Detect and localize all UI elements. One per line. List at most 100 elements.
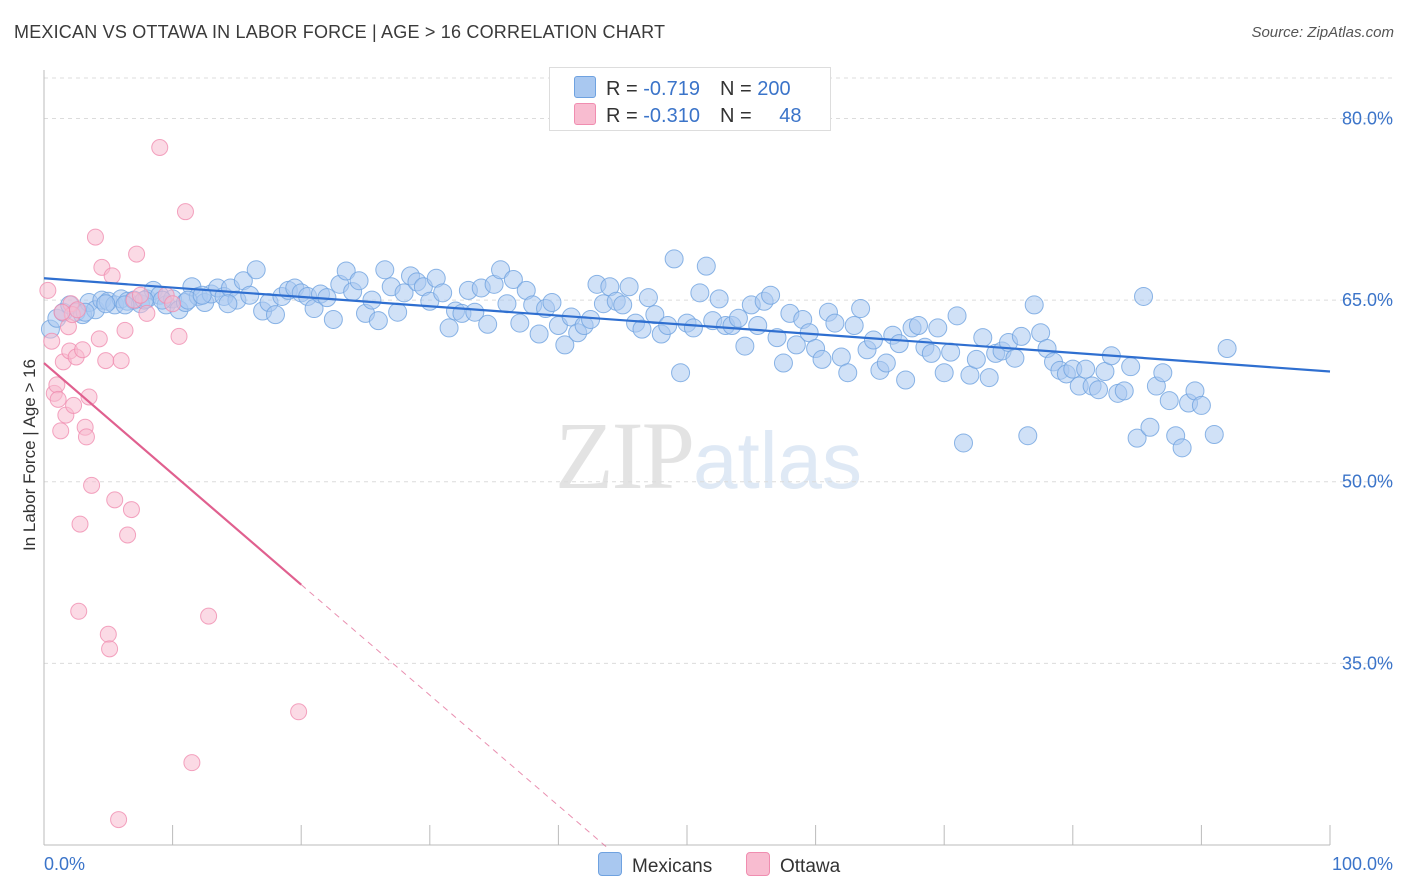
mexicans-point [1159, 391, 1179, 411]
mexicans-point [889, 334, 909, 354]
mexicans-point [375, 260, 395, 280]
mexicans-point [748, 316, 768, 336]
mexicans-point [1121, 357, 1141, 377]
mexicans-point [941, 342, 961, 362]
mexicans-point [240, 285, 260, 305]
ottawa-point [170, 327, 188, 345]
ottawa-point [74, 341, 92, 359]
ottawa-point [90, 330, 108, 348]
mexicans-point [908, 316, 928, 336]
mexicans-point [1140, 417, 1160, 437]
ottawa-point [86, 228, 104, 246]
mexicans-point [497, 294, 517, 314]
mexicans-point [1011, 326, 1031, 346]
ottawa-point [101, 640, 119, 658]
mexicans-point [632, 319, 652, 339]
chart-title: MEXICAN VS OTTAWA IN LABOR FORCE | AGE >… [14, 22, 666, 42]
bottom-legend-swatch-mexicans [598, 852, 622, 876]
ottawa-point [77, 428, 95, 446]
legend-swatch-mexicans [574, 76, 596, 98]
mexicans-point [368, 311, 388, 331]
ottawa-point [176, 203, 194, 221]
mexicans-point [973, 328, 993, 348]
bottom-legend-label: Mexicans [632, 856, 713, 877]
mexicans-point [825, 313, 845, 333]
mexicans-point [664, 249, 684, 269]
bottom-legend-ottawa[interactable]: Ottawa [746, 852, 840, 878]
mexicans-point [265, 305, 285, 325]
legend-n-value: 200 [757, 78, 791, 100]
mexicans-point [947, 306, 967, 326]
mexicans-point [555, 335, 575, 355]
y-tick-label: 35.0% [1342, 653, 1393, 673]
mexicans-point [735, 336, 755, 356]
watermark-atlas: atlas [693, 416, 862, 505]
mexicans-point [1134, 286, 1154, 306]
mexicans-point [671, 363, 691, 383]
ottawa-point [112, 352, 130, 370]
ottawa-point [43, 332, 61, 350]
legend-row-mexicans: R = -0.719 N = 200 [574, 76, 791, 101]
mexicans-point [362, 290, 382, 310]
ottawa-point [103, 267, 121, 285]
y-tick-label: 80.0% [1342, 108, 1393, 128]
mexicans-point [439, 318, 459, 338]
legend-r-label: R = [606, 105, 644, 127]
mexicans-point [638, 288, 658, 308]
legend-n-label: N = [719, 78, 758, 100]
legend-r-value: -0.719 [643, 78, 700, 100]
mexicans-point [394, 283, 414, 303]
legend-n-label: N = [719, 105, 758, 127]
mexicans-point [1127, 428, 1147, 448]
ottawa-point [122, 501, 140, 519]
mexicans-point [838, 363, 858, 383]
ottawa-point [83, 476, 101, 494]
bottom-legend-swatch-ottawa [746, 852, 770, 876]
mexicans-point [336, 261, 356, 281]
mexicans-point [529, 324, 549, 344]
ottawa-point [68, 301, 86, 319]
mexicans-point [478, 314, 498, 334]
mexicans-point [349, 271, 369, 291]
mexicans-point [1191, 395, 1211, 415]
mexicans-point [896, 370, 916, 390]
mexicans-point [812, 349, 832, 369]
watermark-zip: ZIP [555, 402, 695, 509]
mexicans-trend-line [43, 277, 1331, 373]
mexicans-point [709, 289, 729, 309]
mexicans-point [613, 295, 633, 315]
ottawa-point [106, 491, 124, 509]
ottawa-point [39, 281, 57, 299]
mexicans-point [323, 309, 343, 329]
ottawa-point [131, 286, 149, 304]
correlation-legend: R = -0.719 N = 200 R = -0.310 N = 48 [549, 67, 831, 131]
mexicans-point [683, 318, 703, 338]
ottawa-point [290, 703, 308, 721]
source-note: Source: ZipAtlas.com [1251, 24, 1394, 41]
mexicans-point [979, 368, 999, 388]
ottawa-trend-extension [300, 584, 611, 851]
mexicans-point [844, 316, 864, 336]
ottawa-point [53, 303, 71, 321]
mexicans-point [953, 433, 973, 453]
mexicans-point [1204, 424, 1224, 444]
mexicans-point [876, 353, 896, 373]
x-tick-label: 100.0% [1332, 854, 1393, 874]
ottawa-point [110, 811, 128, 829]
mexicans-point [491, 260, 511, 280]
mexicans-point [966, 349, 986, 369]
mexicans-point [465, 302, 485, 322]
legend-r-label: R = [606, 78, 644, 100]
legend-r-value: -0.310 [643, 105, 700, 127]
mexicans-point [433, 283, 453, 303]
mexicans-point [921, 343, 941, 363]
bottom-legend-mexicans[interactable]: Mexicans [598, 852, 712, 878]
y-tick-label: 50.0% [1342, 472, 1393, 492]
ottawa-point [80, 388, 98, 406]
ottawa-point [183, 754, 201, 772]
legend-swatch-ottawa [574, 103, 596, 125]
ottawa-point [138, 304, 156, 322]
ottawa-point [71, 515, 89, 533]
mexicans-point [1217, 339, 1237, 359]
